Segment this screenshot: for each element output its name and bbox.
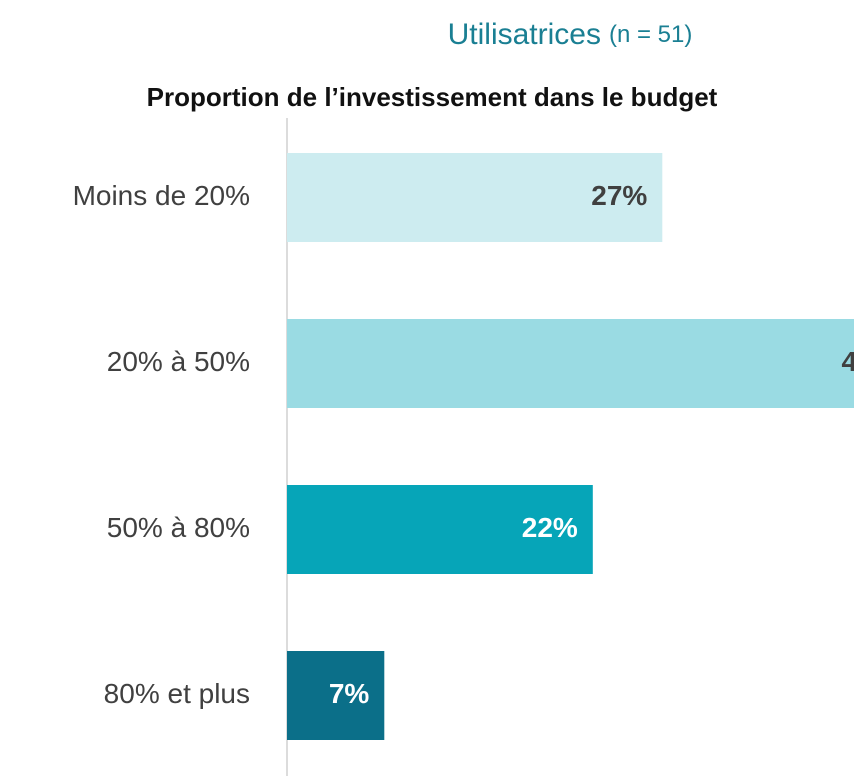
category-label: 20% à 50% bbox=[107, 346, 250, 377]
bar bbox=[287, 153, 663, 242]
value-label: 27% bbox=[591, 180, 647, 211]
chart-title: Utilisatrices (n = 51) bbox=[448, 18, 693, 51]
title-main: Utilisatrices bbox=[448, 18, 601, 51]
bar bbox=[287, 319, 854, 408]
category-label: 50% à 80% bbox=[107, 512, 250, 543]
value-label: 45% bbox=[841, 346, 854, 377]
category-label: 80% et plus bbox=[104, 678, 250, 709]
bar bbox=[287, 651, 385, 740]
bar bbox=[287, 485, 593, 574]
value-label: 7% bbox=[329, 678, 370, 709]
chart-subtitle: Proportion de l’investissement dans le b… bbox=[147, 82, 718, 112]
category-label: Moins de 20% bbox=[73, 180, 250, 211]
title-note: (n = 51) bbox=[609, 21, 692, 48]
value-label: 22% bbox=[522, 512, 578, 543]
